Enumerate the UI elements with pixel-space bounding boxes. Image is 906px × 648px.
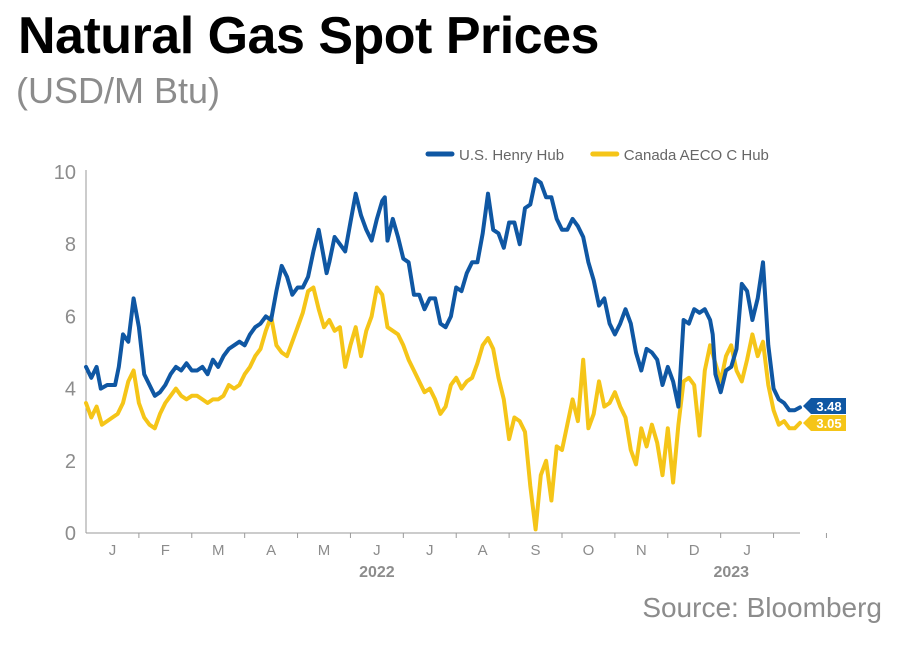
- y-tick-label: 0: [65, 523, 76, 545]
- chart-end-labels: 3.48 3.05: [803, 398, 846, 431]
- x-tick-label: D: [689, 542, 700, 559]
- x-tick-label: N: [636, 542, 647, 559]
- end-value-label: 3.48: [816, 399, 841, 414]
- x-tick-label: F: [161, 542, 170, 559]
- year-label: 2023: [713, 564, 749, 581]
- y-tick-label: 6: [65, 306, 76, 328]
- x-tick-label: S: [531, 542, 541, 559]
- chart-series: [84, 177, 802, 532]
- legend-label: Canada AECO C Hub: [624, 147, 769, 164]
- x-tick-label: J: [426, 542, 434, 559]
- series-line-u-s-henry-hub: [84, 177, 802, 413]
- y-tick-label: 4: [65, 379, 76, 401]
- source-note: Source: Bloomberg: [642, 592, 882, 623]
- chart-title: Natural Gas Spot Prices: [18, 7, 599, 65]
- x-tick-label: A: [266, 542, 276, 559]
- end-value-flag: [803, 415, 846, 431]
- series-line-canada-aeco-c-hub: [84, 285, 802, 532]
- y-tick-label: 8: [65, 234, 76, 256]
- chart-legend: U.S. Henry Hub Canada AECO C Hub: [425, 147, 769, 164]
- y-tick-label: 10: [54, 162, 76, 184]
- x-tick-label: J: [373, 542, 381, 559]
- x-tick-label: J: [109, 542, 117, 559]
- year-label: 2022: [359, 564, 395, 581]
- y-tick-label: 2: [65, 451, 76, 473]
- end-value-label: 3.05: [816, 416, 841, 431]
- x-tick-label: J: [743, 542, 751, 559]
- x-tick-label: O: [583, 542, 595, 559]
- chart-axes: 0 2 4 6 8 10 J F M A M J J A S O N D J 2022 2023: [54, 162, 827, 581]
- end-value-flag: [803, 398, 846, 414]
- chart-canvas: 0 2 4 6 8 10 J F M A M J J A S O N D J 2022 2023 U.S. Henry …: [54, 147, 846, 581]
- x-tick-label: A: [478, 542, 488, 559]
- x-tick-label: M: [318, 542, 331, 559]
- legend-label: U.S. Henry Hub: [459, 147, 564, 164]
- x-tick-label: M: [212, 542, 225, 559]
- chart-subtitle: (USD/M Btu): [16, 70, 221, 111]
